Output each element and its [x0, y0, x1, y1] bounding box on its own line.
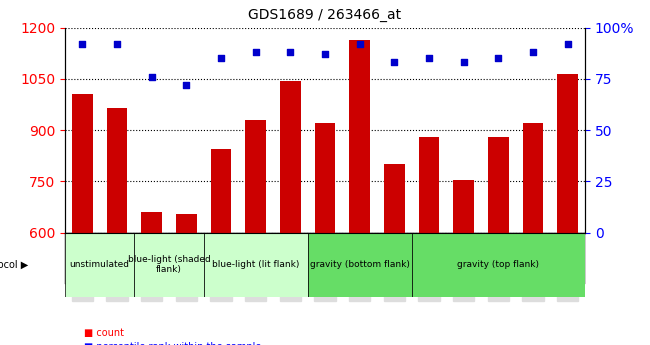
FancyBboxPatch shape [411, 233, 585, 297]
Point [320, 51, 330, 57]
FancyBboxPatch shape [307, 233, 343, 284]
Text: blue-light (shaded
flank): blue-light (shaded flank) [127, 255, 211, 274]
Bar [488, 137, 509, 233]
Bar [315, 123, 335, 233]
Bar [453, 180, 474, 233]
Bar [419, 137, 439, 233]
Text: growth protocol ▶: growth protocol ▶ [0, 260, 29, 270]
FancyBboxPatch shape [515, 233, 551, 284]
Point [562, 41, 573, 47]
Point [181, 82, 192, 88]
Point [250, 49, 261, 55]
FancyBboxPatch shape [481, 233, 515, 284]
Point [216, 56, 226, 61]
FancyBboxPatch shape [135, 233, 203, 297]
Point [528, 49, 538, 55]
Bar [107, 108, 127, 233]
Bar [384, 164, 405, 233]
Point [458, 60, 469, 65]
Text: gravity (bottom flank): gravity (bottom flank) [310, 260, 410, 269]
FancyBboxPatch shape [307, 233, 411, 297]
Point [354, 41, 365, 47]
Bar [72, 94, 93, 233]
Text: gravity (top flank): gravity (top flank) [458, 260, 540, 269]
FancyBboxPatch shape [169, 233, 203, 284]
Bar [245, 120, 266, 233]
FancyBboxPatch shape [377, 233, 411, 284]
FancyBboxPatch shape [99, 233, 135, 284]
Point [285, 49, 296, 55]
Point [493, 56, 504, 61]
Text: unstimulated: unstimulated [70, 260, 129, 269]
FancyBboxPatch shape [65, 233, 99, 284]
Point [77, 41, 88, 47]
Bar [141, 212, 162, 233]
Text: blue-light (lit flank): blue-light (lit flank) [212, 260, 300, 269]
Text: ■ percentile rank within the sample: ■ percentile rank within the sample [84, 342, 262, 345]
Bar [280, 81, 301, 233]
FancyBboxPatch shape [343, 233, 377, 284]
Point [424, 56, 434, 61]
Bar [176, 214, 197, 233]
Bar [349, 40, 370, 233]
Bar [211, 149, 231, 233]
Title: GDS1689 / 263466_at: GDS1689 / 263466_at [248, 8, 402, 22]
Text: ■ count: ■ count [84, 328, 125, 338]
Bar [523, 123, 543, 233]
Point [146, 74, 157, 80]
Point [112, 41, 122, 47]
Bar [557, 74, 578, 233]
FancyBboxPatch shape [239, 233, 273, 284]
FancyBboxPatch shape [203, 233, 307, 297]
FancyBboxPatch shape [411, 233, 447, 284]
FancyBboxPatch shape [551, 233, 585, 284]
FancyBboxPatch shape [203, 233, 239, 284]
Point [389, 60, 400, 65]
FancyBboxPatch shape [135, 233, 169, 284]
FancyBboxPatch shape [65, 233, 135, 297]
FancyBboxPatch shape [273, 233, 307, 284]
FancyBboxPatch shape [447, 233, 481, 284]
